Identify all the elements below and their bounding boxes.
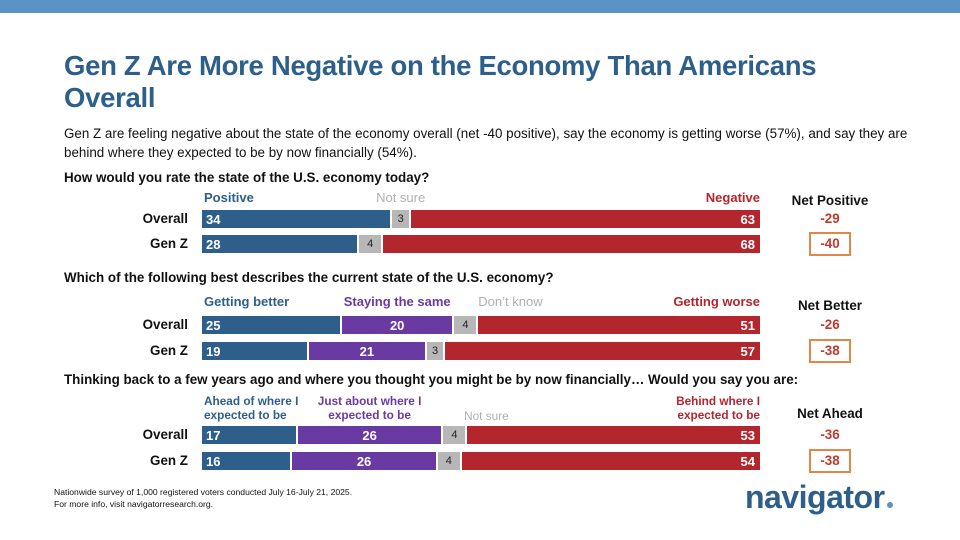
legend-label-ahead-of-where-i-expected-to-be: Ahead of where I expected to be xyxy=(204,394,299,422)
bar-segment: 26 xyxy=(292,452,436,470)
legend-label-positive: Positive xyxy=(204,190,254,205)
bar-segment: 25 xyxy=(202,316,340,334)
net-value: -26 xyxy=(820,317,840,332)
row-label-overall: Overall xyxy=(142,427,188,442)
footnote-line-2: For more info, visit navigatorresearch.o… xyxy=(54,499,214,509)
question-text: How would you rate the state of the U.S.… xyxy=(64,170,430,185)
bar-segment: 20 xyxy=(342,316,453,334)
bar-segment: 3 xyxy=(392,210,409,228)
bar-segment: 34 xyxy=(202,210,391,228)
question-text: Which of the following best describes th… xyxy=(64,270,554,285)
legend-label-getting-worse: Getting worse xyxy=(673,294,760,309)
bar-segment: 17 xyxy=(202,426,296,444)
logo-dot-icon xyxy=(886,502,893,508)
bar-segment: 4 xyxy=(454,316,477,334)
legend-label-staying-the-same: Staying the same xyxy=(343,294,451,309)
legend-label-don-t-know: Don’t know xyxy=(478,294,543,309)
bar-segment: 57 xyxy=(445,342,760,360)
net-value: -38 xyxy=(809,339,851,363)
row-label-overall: Overall xyxy=(142,211,188,226)
net-value: -40 xyxy=(809,232,851,256)
net-header: Net Positive xyxy=(791,193,869,208)
logo-text: navigator xyxy=(745,479,885,515)
bar-segment: 28 xyxy=(202,235,358,253)
bar-segment: 54 xyxy=(461,452,760,470)
bar-segment: 53 xyxy=(467,426,760,444)
bar-segment: 4 xyxy=(437,452,460,470)
legend-label-negative: Negative xyxy=(705,190,760,205)
net-value: -36 xyxy=(820,427,840,442)
bar-segment: 26 xyxy=(297,426,442,444)
page-title: Gen Z Are More Negative on the Economy T… xyxy=(64,50,817,113)
top-accent-bar xyxy=(0,0,960,13)
bar-segment: 4 xyxy=(443,426,466,444)
bar-segment: 16 xyxy=(202,452,291,470)
navigator-logo: navigator xyxy=(745,479,893,516)
legend-label-not-sure: Not sure xyxy=(376,190,426,205)
row-label-overall: Overall xyxy=(142,317,188,332)
bar-segment: 68 xyxy=(383,235,760,253)
bar-segment: 51 xyxy=(478,316,760,334)
bar-segment: 4 xyxy=(359,235,382,253)
footnote-line-1: Nationwide survey of 1,000 registered vo… xyxy=(54,487,353,497)
legend-label-not-sure: Not sure xyxy=(464,409,509,423)
row-label-gen-z: Gen Z xyxy=(150,343,188,358)
bar-segment: 21 xyxy=(308,342,425,360)
row-label-gen-z: Gen Z xyxy=(150,236,188,251)
legend-label-behind-where-i-expected-to-be: Behind where I expected to be xyxy=(676,394,760,422)
legend-label-getting-better: Getting better xyxy=(204,294,290,309)
net-header: Net Better xyxy=(798,298,862,313)
net-header: Net Ahead xyxy=(797,406,863,421)
question-text: Thinking back to a few years ago and whe… xyxy=(64,372,799,387)
row-label-gen-z: Gen Z xyxy=(150,453,188,468)
legend-label-just-about-where-i-expected-to-be: Just about where I expected to be xyxy=(317,394,422,422)
bar-segment: 19 xyxy=(202,342,307,360)
net-value: -29 xyxy=(820,211,840,226)
bar-segment: 63 xyxy=(410,210,760,228)
page-subtitle: Gen Z are feeling negative about the sta… xyxy=(64,126,908,160)
net-value: -38 xyxy=(809,449,851,473)
footnote: Nationwide survey of 1,000 registered vo… xyxy=(54,486,352,510)
bar-segment: 3 xyxy=(426,342,444,360)
